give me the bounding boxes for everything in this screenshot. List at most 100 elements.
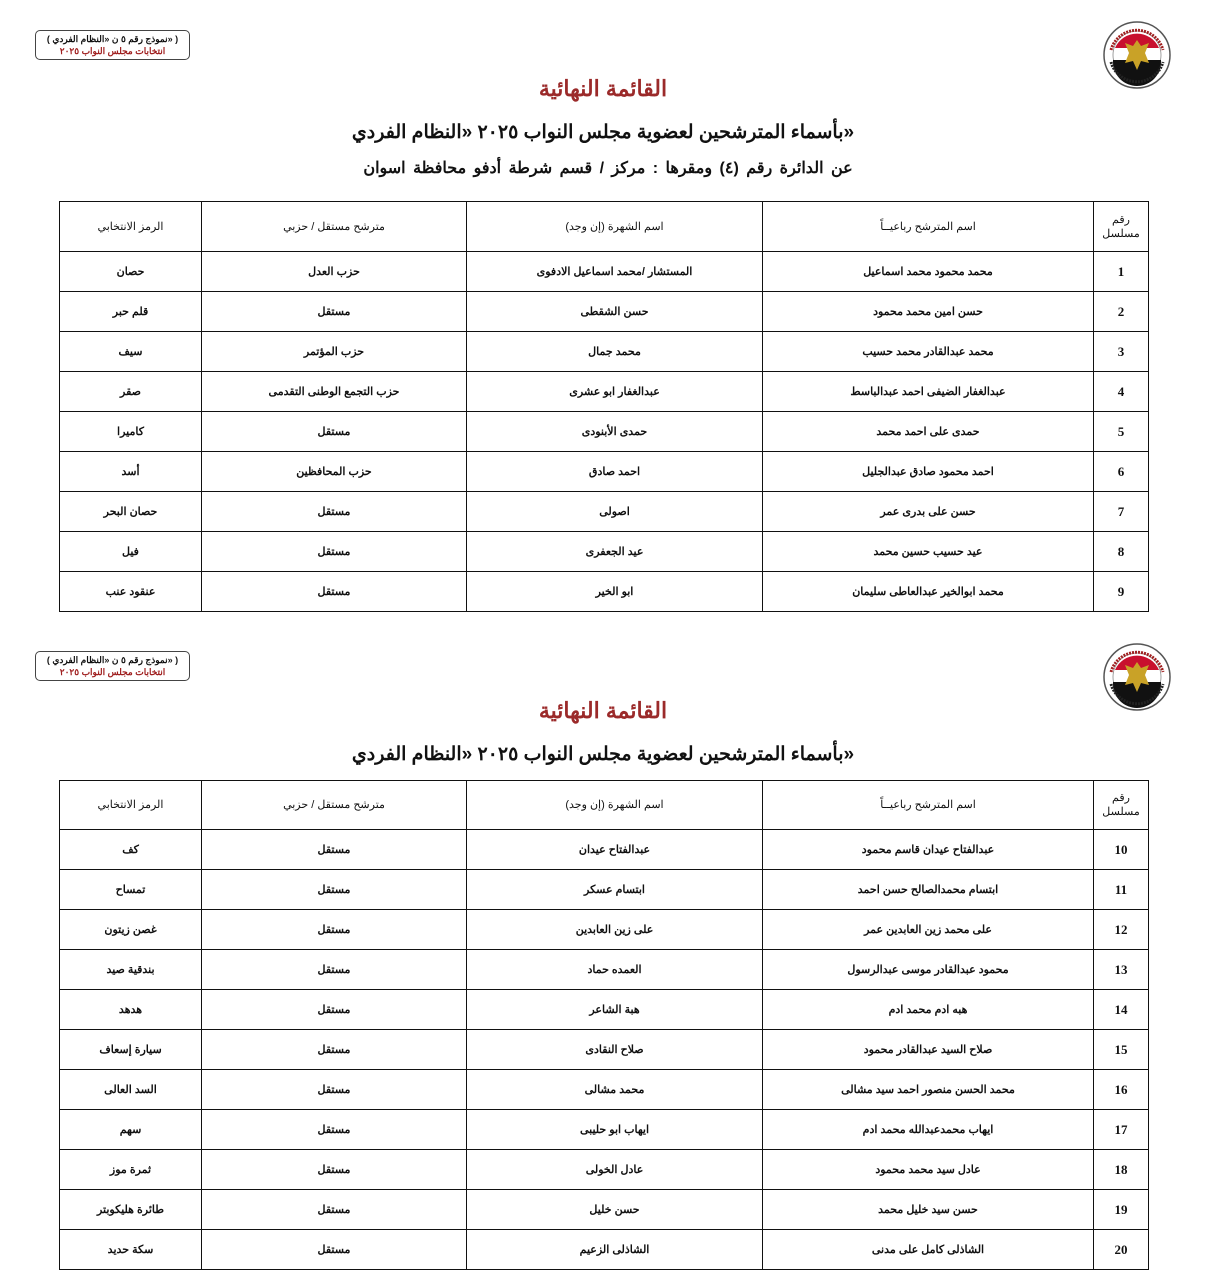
cell-nickname: ابو الخير: [466, 571, 763, 612]
form-number-badge: ( نموذج رقم ٥ ن «النظام الفردي» ) انتخاب…: [35, 30, 190, 60]
table-row: 20 الشاذلى كامل على مدنى الشاذلى الزعيم مست…: [59, 1229, 1149, 1270]
cell-serial: 15: [1093, 1029, 1149, 1070]
candidates-table-2: رقم مسلسل اسم المترشح رباعيــاً اسم الشهرة…: [59, 780, 1149, 1270]
cell-serial: 7: [1093, 491, 1149, 532]
cell-name: ايهاب محمدعبدالله محمد ادم: [762, 1109, 1094, 1150]
cell-serial: 5: [1093, 411, 1149, 452]
cell-type: مستقل: [201, 1229, 467, 1270]
cell-name: حسن سيد خليل محمد: [762, 1189, 1094, 1230]
cell-type: مستقل: [201, 869, 467, 910]
header-type: مترشح مستقل / حزبي: [201, 201, 467, 252]
cell-nickname: محمد جمال: [466, 331, 763, 372]
cell-serial: 12: [1093, 909, 1149, 950]
cell-nickname: عبدالغفار ابو عشرى: [466, 371, 763, 412]
cell-type: مستقل: [201, 571, 467, 612]
cell-type: مستقل: [201, 989, 467, 1030]
header-symbol: الرمز الانتخابي: [59, 780, 202, 830]
table-row: 17 ايهاب محمدعبدالله محمد ادم ايهاب ابو حل…: [59, 1109, 1149, 1150]
cell-serial: 17: [1093, 1109, 1149, 1150]
table-row: 4 عبدالغفار الضيفى احمد عبدالباسط عبدالغفا…: [59, 371, 1149, 412]
cell-symbol: غصن زيتون: [59, 909, 202, 950]
cell-name: حمدى على احمد محمد: [762, 411, 1094, 452]
badge-line-1: ( نموذج رقم ٥ ن «النظام الفردي» ): [46, 34, 179, 44]
cell-serial: 19: [1093, 1189, 1149, 1230]
district-info: عن الدائرة رقم (٤) ومقرها : مركز / قسم ش…: [363, 160, 853, 177]
cell-name: عبدالغفار الضيفى احمد عبدالباسط: [762, 371, 1094, 412]
cell-name: احمد محمود صادق عبدالجليل: [762, 451, 1094, 492]
cell-name: حسن امين محمد محمود: [762, 291, 1094, 332]
cell-name: محمد عبدالقادر محمد حسيب: [762, 331, 1094, 372]
table-row: 11 ابتسام محمدالصالح حسن احمد ابتسام عسكر م…: [59, 869, 1149, 910]
cell-serial: 8: [1093, 531, 1149, 572]
cell-symbol: حصان البحر: [59, 491, 202, 532]
cell-symbol: ثمرة موز: [59, 1149, 202, 1190]
election-authority-logo-icon: [1102, 20, 1172, 90]
table-row: 5 حمدى على احمد محمد حمدى الأبنودى مستقل كام…: [59, 411, 1149, 452]
table-row: 16 محمد الحسن منصور احمد سيد مشالى محمد مش…: [59, 1069, 1149, 1110]
badge-line-2: انتخابات مجلس النواب ٢٠٢٥: [59, 667, 166, 677]
cell-serial: 9: [1093, 571, 1149, 612]
cell-type: مستقل: [201, 291, 467, 332]
table-row: 7 حسن على بدرى عمر اصولى مستقل حصان البحر: [59, 491, 1149, 532]
cell-serial: 14: [1093, 989, 1149, 1030]
table-header: رقم مسلسل اسم المترشح رباعيــاً اسم الشهرة…: [59, 201, 1149, 252]
cell-nickname: ابتسام عسكر: [466, 869, 763, 910]
cell-type: مستقل: [201, 491, 467, 532]
table-row: 13 محمود عبدالقادر موسى عبدالرسول العمده ح…: [59, 949, 1149, 990]
cell-name: عيد حسيب حسين محمد: [762, 531, 1094, 572]
cell-serial: 20: [1093, 1229, 1149, 1270]
cell-symbol: هدهد: [59, 989, 202, 1030]
cell-nickname: عيد الجعفرى: [466, 531, 763, 572]
cell-type: مستقل: [201, 1109, 467, 1150]
cell-serial: 18: [1093, 1149, 1149, 1190]
cell-nickname: حسن الشقطى: [466, 291, 763, 332]
table-row: 1 محمد محمود محمد اسماعيل المستشار /محمد ا…: [59, 251, 1149, 292]
cell-symbol: أسد: [59, 451, 202, 492]
cell-serial: 11: [1093, 869, 1149, 910]
cell-name: حسن على بدرى عمر: [762, 491, 1094, 532]
table-row: 19 حسن سيد خليل محمد حسن خليل مستقل طائرة هل…: [59, 1189, 1149, 1230]
cell-type: مستقل: [201, 531, 467, 572]
table-header: رقم مسلسل اسم المترشح رباعيــاً اسم الشهرة…: [59, 780, 1149, 830]
cell-nickname: العمده حماد: [466, 949, 763, 990]
election-authority-logo-icon: [1102, 642, 1172, 712]
cell-symbol: سكة حديد: [59, 1229, 202, 1270]
cell-type: مستقل: [201, 1029, 467, 1070]
cell-nickname: محمد مشالى: [466, 1069, 763, 1110]
cell-type: مستقل: [201, 411, 467, 452]
cell-serial: 16: [1093, 1069, 1149, 1110]
cell-serial: 13: [1093, 949, 1149, 990]
cell-symbol: فيل: [59, 531, 202, 572]
header-type: مترشح مستقل / حزبي: [201, 780, 467, 830]
cell-serial: 4: [1093, 371, 1149, 412]
cell-symbol: كاميرا: [59, 411, 202, 452]
cell-serial: 10: [1093, 829, 1149, 870]
page-title: القائمة النهائية: [538, 698, 668, 723]
cell-type: مستقل: [201, 829, 467, 870]
header-symbol: الرمز الانتخابي: [59, 201, 202, 252]
cell-name: عادل سيد محمد محمود: [762, 1149, 1094, 1190]
cell-serial: 1: [1093, 251, 1149, 292]
cell-type: مستقل: [201, 1189, 467, 1230]
table-row: 6 احمد محمود صادق عبدالجليل احمد صادق حزب ا…: [59, 451, 1149, 492]
cell-nickname: عبدالفتاح عيدان: [466, 829, 763, 870]
cell-nickname: عادل الخولى: [466, 1149, 763, 1190]
cell-type: مستقل: [201, 909, 467, 950]
cell-name: صلاح السيد عبدالقادر محمود: [762, 1029, 1094, 1070]
header-nickname: اسم الشهرة (إن وجد): [466, 780, 763, 830]
cell-nickname: احمد صادق: [466, 451, 763, 492]
cell-name: على محمد زين العابدين عمر: [762, 909, 1094, 950]
cell-nickname: صلاح النقادى: [466, 1029, 763, 1070]
page-subtitle: بأسماء المترشحين لعضوية مجلس النواب ٢٠٢٥…: [351, 744, 855, 765]
cell-name: ابتسام محمدالصالح حسن احمد: [762, 869, 1094, 910]
cell-nickname: على زين العابدين: [466, 909, 763, 950]
table-row: 3 محمد عبدالقادر محمد حسيب محمد جمال حزب ال…: [59, 331, 1149, 372]
cell-nickname: الشاذلى الزعيم: [466, 1229, 763, 1270]
cell-name: محمد الحسن منصور احمد سيد مشالى: [762, 1069, 1094, 1110]
cell-symbol: تمساح: [59, 869, 202, 910]
candidates-table-1: رقم مسلسل اسم المترشح رباعيــاً اسم الشهرة…: [59, 201, 1149, 612]
cell-symbol: كف: [59, 829, 202, 870]
header-nickname: اسم الشهرة (إن وجد): [466, 201, 763, 252]
header-serial: رقم مسلسل: [1093, 780, 1149, 830]
cell-serial: 6: [1093, 451, 1149, 492]
